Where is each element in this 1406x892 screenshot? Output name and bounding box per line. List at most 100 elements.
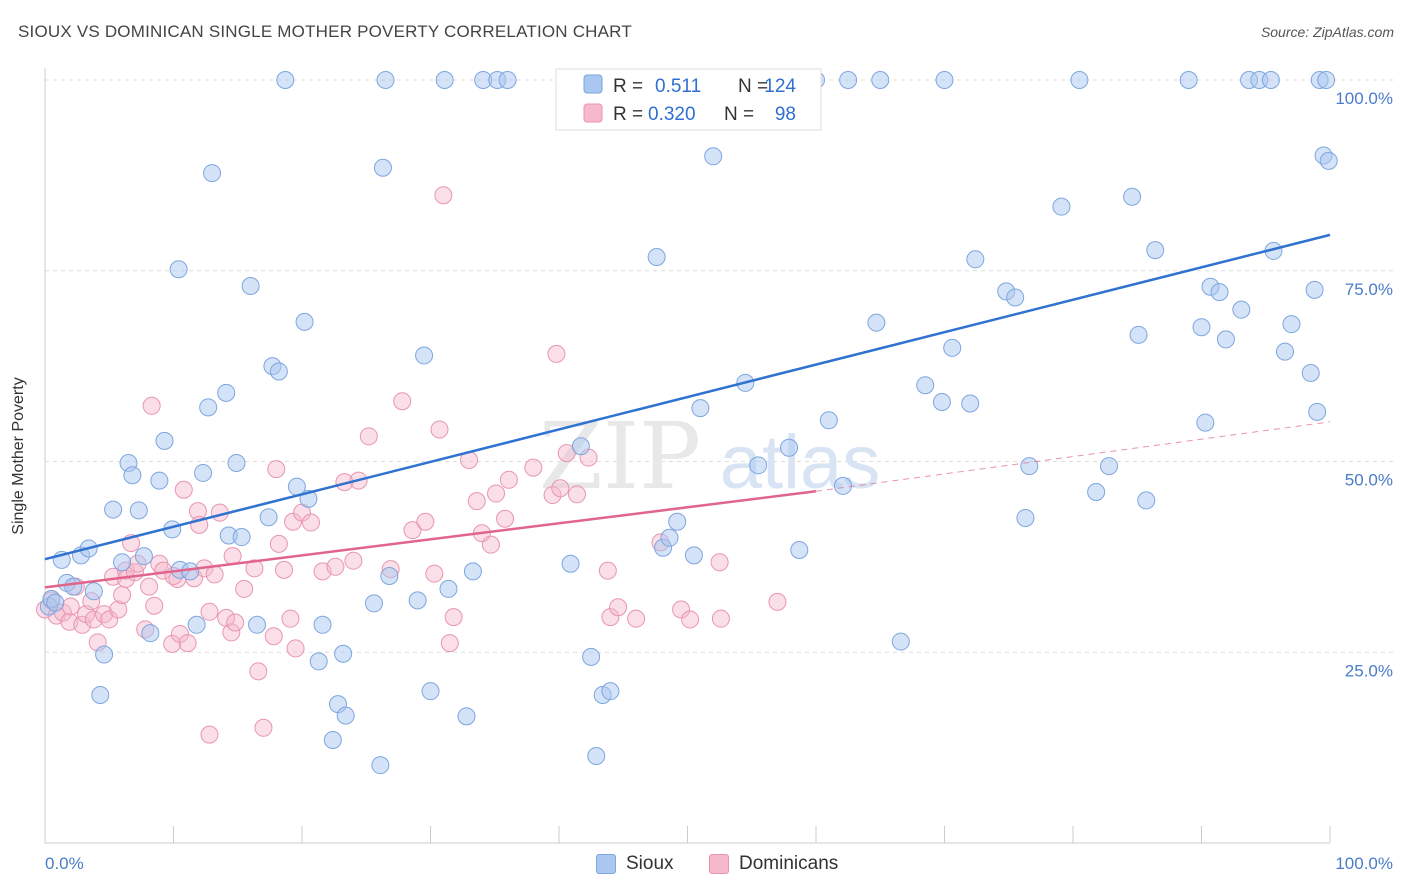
sioux-point bbox=[104, 500, 123, 519]
dominicans-point bbox=[174, 480, 193, 499]
sioux-point bbox=[819, 411, 838, 430]
sioux-point bbox=[668, 512, 687, 531]
sioux-point bbox=[323, 730, 342, 749]
dominicans-point bbox=[245, 559, 264, 578]
dominicans-point bbox=[487, 484, 506, 503]
sioux-point bbox=[141, 624, 160, 643]
sioux-point bbox=[1261, 71, 1280, 89]
dominicans-point bbox=[95, 605, 114, 624]
sioux-point bbox=[1301, 363, 1320, 382]
dominicans-point bbox=[768, 592, 787, 611]
dominicans-point bbox=[499, 470, 518, 489]
dominicans-point bbox=[226, 613, 245, 632]
sioux-point bbox=[1123, 187, 1142, 206]
legend-swatch-dominicans bbox=[583, 103, 603, 123]
sioux-point bbox=[155, 431, 174, 450]
watermark-atlas: atlas bbox=[720, 420, 881, 505]
legend-item-dominicans[interactable]: Dominicans bbox=[709, 852, 838, 876]
legend-n-value-dominicans: 98 bbox=[775, 104, 796, 125]
sioux-point bbox=[932, 392, 951, 411]
dominicans-point bbox=[710, 553, 729, 572]
sioux-point bbox=[498, 71, 517, 89]
sioux-point bbox=[91, 685, 110, 704]
dominicans-point bbox=[672, 600, 691, 619]
sioux-point bbox=[463, 562, 482, 581]
sioux-point bbox=[1319, 151, 1338, 170]
sioux-point bbox=[1179, 71, 1198, 89]
legend-label-sioux: Sioux bbox=[626, 853, 674, 874]
dominicans-point bbox=[543, 486, 562, 505]
sioux-point bbox=[1232, 300, 1251, 319]
sioux-point bbox=[1052, 197, 1071, 216]
legend-label-dominicans: Dominicans bbox=[739, 853, 839, 874]
sioux-point bbox=[376, 71, 395, 89]
sioux-point bbox=[248, 615, 267, 634]
sioux-point bbox=[334, 644, 353, 663]
legend-item-sioux[interactable]: Sioux bbox=[596, 852, 674, 876]
dominicans-point bbox=[170, 624, 189, 643]
sioux-point bbox=[1129, 325, 1148, 344]
sioux-point bbox=[833, 476, 852, 495]
sioux-point bbox=[232, 528, 251, 547]
sioux-point bbox=[295, 312, 314, 331]
dominicans-point bbox=[113, 586, 132, 605]
sioux-point bbox=[966, 250, 985, 269]
dominicans-point bbox=[145, 596, 164, 615]
sioux-point bbox=[241, 277, 260, 296]
sioux-point bbox=[187, 615, 206, 634]
sioux-point bbox=[1070, 71, 1089, 89]
tick-labels: 25.0% 50.0% 75.0% 100.0% 0.0% 100.0% bbox=[45, 89, 1393, 873]
sioux-point bbox=[371, 756, 390, 775]
dominicans-point bbox=[711, 609, 730, 628]
sioux-point bbox=[867, 313, 886, 332]
dominicans-point bbox=[344, 551, 363, 570]
sioux-point bbox=[84, 582, 103, 601]
dominicans-point bbox=[627, 609, 646, 628]
sioux-point bbox=[259, 508, 278, 527]
dominicans-point bbox=[84, 610, 103, 629]
sioux-point bbox=[1020, 457, 1039, 476]
dominicans-point bbox=[444, 608, 463, 627]
dominicans-point bbox=[551, 479, 570, 498]
sioux-point bbox=[227, 454, 246, 473]
sioux-point bbox=[439, 579, 458, 598]
sioux-trend-line bbox=[44, 233, 1331, 561]
sioux-point bbox=[561, 554, 580, 573]
sioux-point bbox=[134, 547, 153, 566]
sioux-point bbox=[891, 632, 910, 651]
sioux-point bbox=[46, 593, 65, 612]
sioux-point bbox=[839, 71, 858, 89]
dominicans-point bbox=[217, 608, 236, 627]
sioux-point bbox=[1216, 330, 1235, 349]
dominicans-point bbox=[281, 609, 300, 628]
sioux-point bbox=[217, 383, 236, 402]
dominicans-point bbox=[269, 534, 288, 553]
dominicans-point bbox=[142, 396, 161, 415]
sioux-point bbox=[309, 652, 328, 671]
legend-n-value-sioux: 124 bbox=[764, 76, 796, 97]
sioux-point bbox=[380, 566, 399, 585]
y-tick-label-50: 50.0% bbox=[1345, 471, 1393, 490]
dominicans-point bbox=[73, 615, 92, 634]
dominicans-point bbox=[254, 718, 273, 737]
legend-swatch-dominicans-bottom bbox=[709, 854, 729, 874]
dominicans-point bbox=[61, 597, 80, 616]
dominicans-point bbox=[200, 725, 219, 744]
dominicans-point bbox=[284, 512, 303, 531]
sioux-point bbox=[364, 594, 383, 613]
sioux-point bbox=[1317, 71, 1336, 89]
sioux-point bbox=[95, 645, 114, 664]
sioux-point bbox=[408, 591, 427, 610]
legend-r-value-sioux: 0.511 bbox=[655, 76, 701, 97]
dominicans-point bbox=[200, 602, 219, 621]
sioux-point bbox=[1099, 457, 1118, 476]
source-credit[interactable]: Source: ZipAtlas.com bbox=[1260, 24, 1394, 40]
dominicans-point bbox=[434, 186, 453, 205]
sioux-point bbox=[1305, 280, 1324, 299]
sioux-point bbox=[1192, 318, 1211, 337]
dominicans-point bbox=[267, 460, 286, 479]
dominicans-point bbox=[359, 427, 378, 446]
dominicans-trend-line bbox=[44, 490, 817, 589]
sioux-point bbox=[571, 437, 590, 456]
